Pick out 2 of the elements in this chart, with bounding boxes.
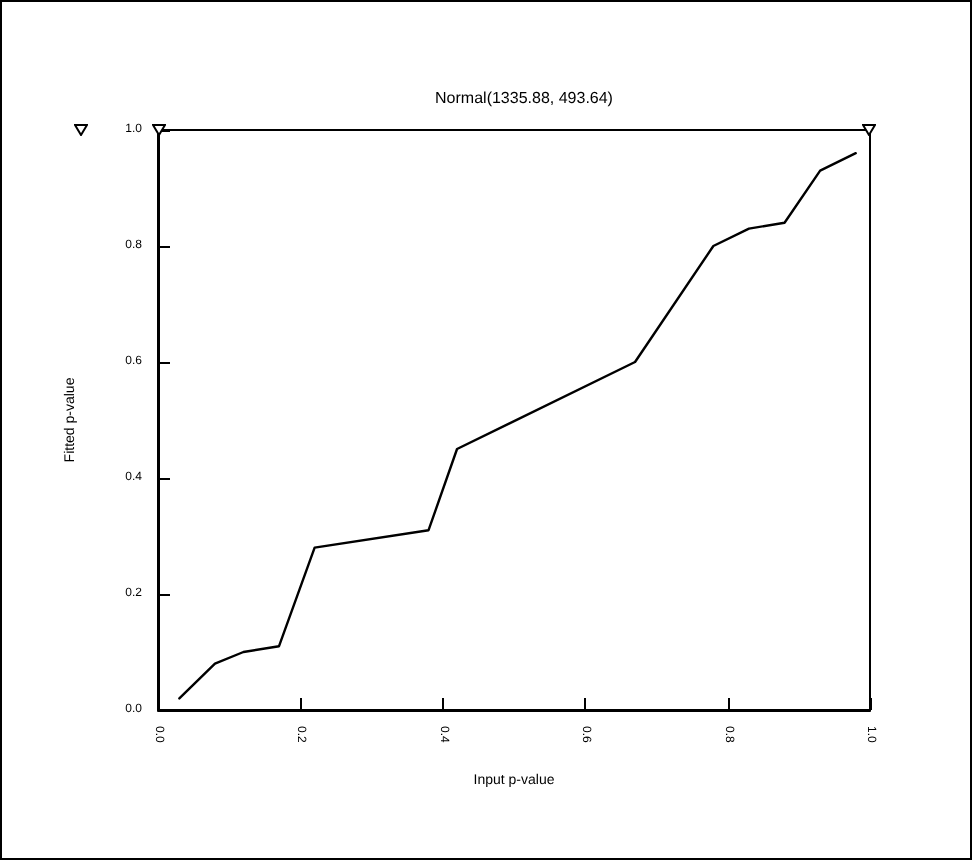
chart-title: Normal(1335.88, 493.64) — [435, 89, 614, 107]
line-series — [178, 152, 857, 700]
